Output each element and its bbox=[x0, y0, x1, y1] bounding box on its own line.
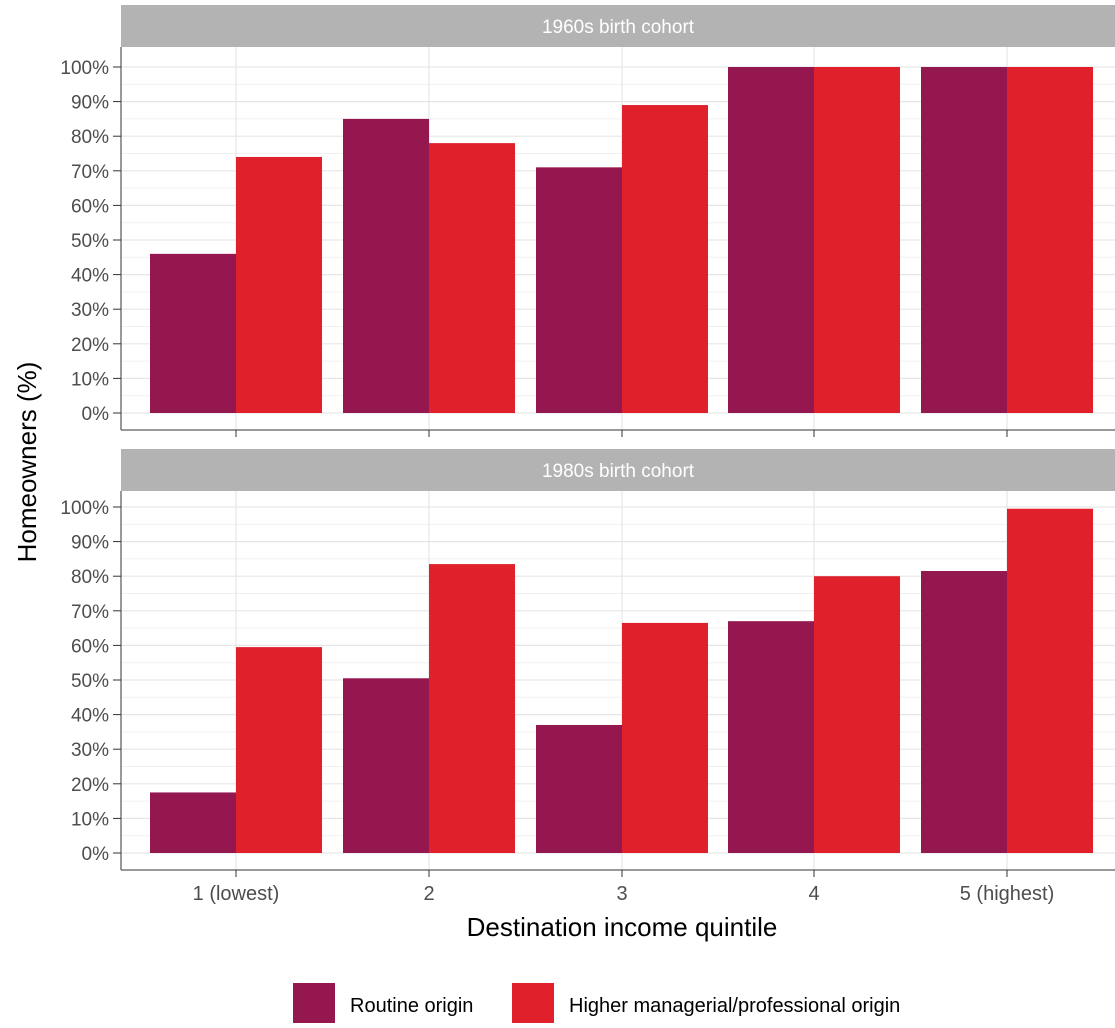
legend-label-routine: Routine origin bbox=[350, 995, 473, 1017]
x-tick-label: 5 (highest) bbox=[960, 883, 1055, 905]
panel-1: 0% 10% 20% 30% 40% 50% 60% 70% 80% 90% 100% 1960s b… bbox=[60, 5, 1115, 437]
x-axis-title: Destination income quintile bbox=[467, 912, 778, 942]
y-tick-label: 100% bbox=[60, 498, 109, 519]
legend: Routine origin Higher managerial/profess… bbox=[293, 983, 900, 1025]
facet-strip bbox=[121, 449, 1115, 491]
y-tick-label: 40% bbox=[71, 266, 109, 287]
y-tick-label: 20% bbox=[71, 775, 109, 796]
y-tick-label: 70% bbox=[71, 602, 109, 623]
bar-routine-5 bbox=[921, 67, 1007, 413]
bar-routine-1 bbox=[150, 792, 236, 853]
y-tick-label: 80% bbox=[71, 567, 109, 588]
legend-label-higher: Higher managerial/professional origin bbox=[569, 995, 900, 1017]
y-tick-label: 80% bbox=[71, 127, 109, 148]
bar-higher-2 bbox=[429, 143, 515, 413]
bar-routine-4 bbox=[728, 621, 814, 853]
y-tick-label: 0% bbox=[82, 404, 110, 425]
bar-higher-4 bbox=[814, 67, 900, 413]
legend-swatch-higher bbox=[512, 983, 554, 1025]
y-tick-label: 60% bbox=[71, 196, 109, 217]
y-tick-label: 50% bbox=[71, 231, 109, 252]
facet-strip bbox=[121, 5, 1115, 47]
bar-higher-3 bbox=[622, 105, 708, 413]
bar-routine-2 bbox=[343, 118, 429, 414]
panel-2: 0% 10% 20% 30% 40% 50% 60% 70% 80% 90% 100% 1980s b… bbox=[60, 449, 1115, 877]
facet-strip-title: 1960s birth cohort bbox=[542, 17, 695, 38]
bar-higher-2 bbox=[429, 564, 515, 853]
y-tick-label: 90% bbox=[71, 533, 109, 554]
bar-higher-1 bbox=[236, 647, 322, 853]
bar-higher-5 bbox=[1007, 508, 1093, 853]
y-tick-label: 70% bbox=[71, 162, 109, 183]
y-tick-label: 60% bbox=[71, 636, 109, 657]
legend-swatch-routine bbox=[293, 983, 335, 1025]
y-tick-label: 50% bbox=[71, 671, 109, 692]
bar-routine-5 bbox=[921, 571, 1007, 853]
bar-higher-3 bbox=[622, 622, 708, 853]
x-tick-label: 1 (lowest) bbox=[193, 883, 280, 905]
y-tick-label: 30% bbox=[71, 300, 109, 321]
x-tick-label: 4 bbox=[808, 883, 819, 905]
bar-routine-1 bbox=[150, 253, 236, 413]
facet-strip-title: 1980s birth cohort bbox=[542, 461, 695, 482]
y-tick-label: 10% bbox=[71, 809, 109, 830]
y-tick-label: 90% bbox=[71, 93, 109, 114]
x-tick-label: 2 bbox=[423, 883, 434, 905]
y-tick-label: 30% bbox=[71, 740, 109, 761]
bar-routine-3 bbox=[536, 724, 622, 853]
y-tick-label: 0% bbox=[82, 844, 110, 865]
bar-routine-4 bbox=[728, 67, 814, 413]
y-tick-label: 20% bbox=[71, 335, 109, 356]
bar-higher-5 bbox=[1007, 67, 1093, 413]
y-axis-title: Homeowners (%) bbox=[12, 362, 42, 563]
bar-routine-3 bbox=[536, 167, 622, 413]
y-tick-label: 40% bbox=[71, 706, 109, 727]
x-tick-label: 3 bbox=[616, 883, 627, 905]
bar-higher-4 bbox=[814, 576, 900, 853]
bar-higher-1 bbox=[236, 156, 322, 413]
bar-routine-2 bbox=[343, 678, 429, 853]
y-tick-label: 10% bbox=[71, 369, 109, 390]
y-tick-label: 100% bbox=[60, 58, 109, 79]
